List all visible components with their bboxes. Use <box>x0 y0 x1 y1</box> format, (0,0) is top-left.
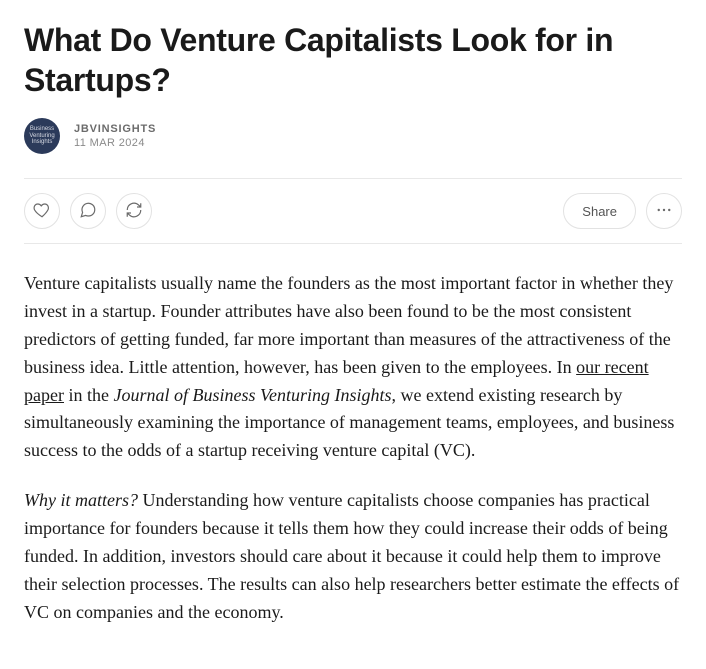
byline: Business Venturing Insights JBVINSIGHTS … <box>24 118 682 154</box>
ellipsis-icon <box>655 201 673 222</box>
article-title: What Do Venture Capitalists Look for in … <box>24 20 682 100</box>
publish-date: 11 MAR 2024 <box>74 137 156 149</box>
restack-button[interactable] <box>116 193 152 229</box>
comment-button[interactable] <box>70 193 106 229</box>
like-button[interactable] <box>24 193 60 229</box>
avatar[interactable]: Business Venturing Insights <box>24 118 60 154</box>
action-bar: Share <box>24 178 682 244</box>
heart-icon <box>33 201 51 222</box>
author-name[interactable]: JBVINSIGHTS <box>74 123 156 135</box>
comment-icon <box>79 201 97 222</box>
paragraph-text: in the <box>64 385 114 405</box>
paragraph-1: Venture capitalists usually name the fou… <box>24 270 682 465</box>
article-body: Venture capitalists usually name the fou… <box>24 270 682 627</box>
more-button[interactable] <box>646 193 682 229</box>
paragraph-2: Why it matters? Understanding how ventur… <box>24 487 682 626</box>
journal-name: Journal of Business Venturing Insights <box>113 385 391 405</box>
share-button[interactable]: Share <box>563 193 636 229</box>
lead-question: Why it matters? <box>24 490 138 510</box>
refresh-icon <box>125 201 143 222</box>
